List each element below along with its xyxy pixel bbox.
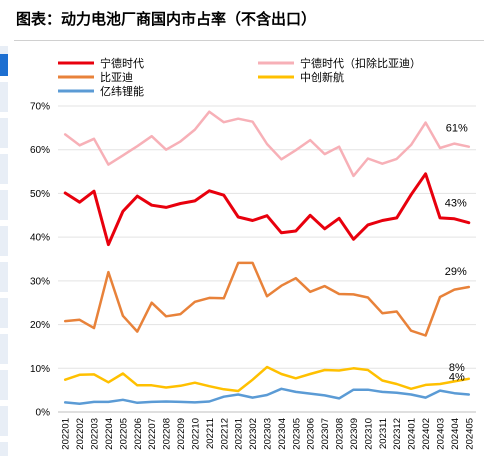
chart-title: 图表：动力电池厂商国内市占率（不含出口） bbox=[16, 10, 317, 28]
x-tick-label: 202209 bbox=[176, 418, 187, 450]
legend-label: 中创新航 bbox=[300, 70, 344, 84]
y-tick-label: 70% bbox=[30, 102, 50, 113]
x-axis-ticks: 202201 202202 202203 202204 202205 202206 2022… bbox=[61, 418, 476, 450]
series-line bbox=[63, 261, 471, 337]
sidebar-tab-marker bbox=[0, 54, 8, 76]
series-line bbox=[63, 110, 471, 178]
legend-label: 比亚迪 bbox=[100, 71, 133, 84]
x-tick-label: 202211 bbox=[205, 418, 216, 449]
x-tick-label: 202205 bbox=[118, 418, 129, 450]
y-tick-label: 60% bbox=[30, 145, 50, 156]
x-tick-label: 202210 bbox=[190, 418, 201, 450]
x-tick-label: 202301 bbox=[234, 418, 245, 450]
x-tick-label: 202302 bbox=[248, 418, 259, 450]
x-tick-label: 202304 bbox=[277, 418, 288, 450]
y-tick-label: 30% bbox=[30, 276, 50, 287]
legend-label: 宁德时代 bbox=[100, 56, 144, 70]
x-tick-label: 202404 bbox=[450, 418, 461, 450]
y-axis-ticks: 0% 10% 20% 30% 40% 50% 60% 70% bbox=[30, 102, 50, 419]
end-value-label: 4% bbox=[449, 372, 465, 384]
end-value-label: 29% bbox=[445, 266, 467, 278]
series-line bbox=[63, 387, 471, 405]
x-tick-label: 202303 bbox=[263, 418, 274, 450]
legend-label: 宁德时代（扣除比亚迪） bbox=[300, 56, 421, 70]
y-tick-label: 20% bbox=[30, 320, 50, 331]
series-line bbox=[63, 172, 471, 247]
end-value-label: 61% bbox=[446, 123, 468, 135]
x-tick-label: 202201 bbox=[61, 418, 72, 450]
x-tick-label: 202312 bbox=[392, 418, 403, 450]
x-tick-label: 202204 bbox=[104, 418, 115, 450]
x-tick-label: 202203 bbox=[90, 418, 101, 450]
x-tick-label: 202402 bbox=[421, 418, 432, 450]
y-tick-label: 0% bbox=[36, 408, 51, 419]
x-tick-label: 202401 bbox=[407, 418, 418, 450]
x-tick-label: 202310 bbox=[363, 418, 374, 450]
series-lines bbox=[63, 110, 471, 405]
x-tick-label: 202208 bbox=[162, 418, 173, 450]
data-annotations: 61% 43% 29% 8%4% bbox=[445, 123, 468, 384]
series-line bbox=[63, 365, 471, 393]
x-tick-label: 202307 bbox=[320, 418, 331, 450]
end-value-label: 8% bbox=[449, 362, 465, 374]
end-value-label: 43% bbox=[445, 198, 467, 210]
x-tick-label: 202403 bbox=[435, 418, 446, 450]
x-tick-label: 202202 bbox=[75, 418, 86, 450]
legend-label: 亿纬锂能 bbox=[100, 84, 144, 98]
x-tick-label: 202311 bbox=[378, 418, 389, 449]
x-tick-label: 202308 bbox=[335, 418, 346, 450]
x-tick-label: 202207 bbox=[147, 418, 158, 450]
left-sidebar-strip bbox=[0, 46, 8, 456]
title-divider bbox=[14, 40, 484, 41]
y-tick-label: 40% bbox=[30, 233, 50, 244]
y-tick-label: 10% bbox=[30, 364, 50, 375]
x-tick-label: 202309 bbox=[349, 418, 360, 450]
x-tick-label: 202405 bbox=[464, 418, 475, 450]
x-tick-label: 202206 bbox=[133, 418, 144, 450]
x-tick-label: 202306 bbox=[306, 418, 317, 450]
y-tick-label: 50% bbox=[30, 189, 50, 200]
x-tick-label: 202212 bbox=[219, 418, 230, 450]
x-tick-label: 202305 bbox=[291, 418, 302, 450]
